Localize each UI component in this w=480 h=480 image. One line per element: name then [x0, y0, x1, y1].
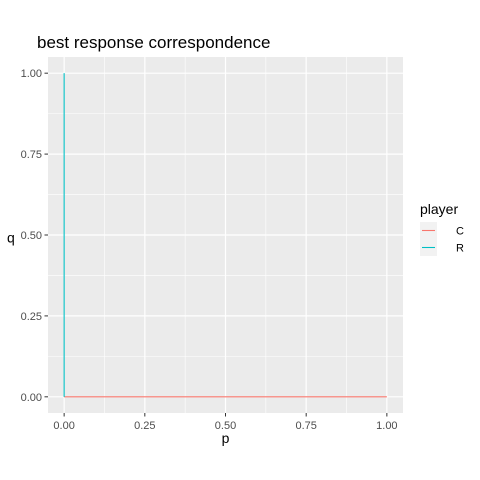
x-tick-label: 0.25 [134, 420, 155, 432]
y-tick-label: 0.25 [21, 311, 42, 323]
x-tick-label: 0.75 [295, 420, 316, 432]
y-axis-title: q [7, 230, 15, 246]
y-tick-label: 0.00 [21, 392, 42, 404]
x-axis-ticks: 0.00 0.25 0.50 0.75 1.00 [53, 413, 398, 432]
x-tick-label: 0.50 [215, 420, 236, 432]
legend: player CR [420, 201, 464, 256]
y-tick-label: 0.50 [21, 230, 42, 242]
y-tick-label: 1.00 [21, 68, 42, 80]
series-lines [63, 73, 387, 398]
chart-title: best response correspondence [37, 33, 270, 52]
legend-label-C: C [456, 226, 464, 238]
x-axis-title: p [222, 430, 230, 446]
y-axis-ticks: 0.00 0.25 0.50 0.75 1.00 [21, 68, 48, 404]
legend-label-R: R [456, 243, 464, 255]
legend-title: player [420, 201, 458, 217]
x-tick-label: 0.00 [53, 420, 74, 432]
y-tick-label: 0.75 [21, 149, 42, 161]
x-tick-label: 1.00 [376, 420, 397, 432]
